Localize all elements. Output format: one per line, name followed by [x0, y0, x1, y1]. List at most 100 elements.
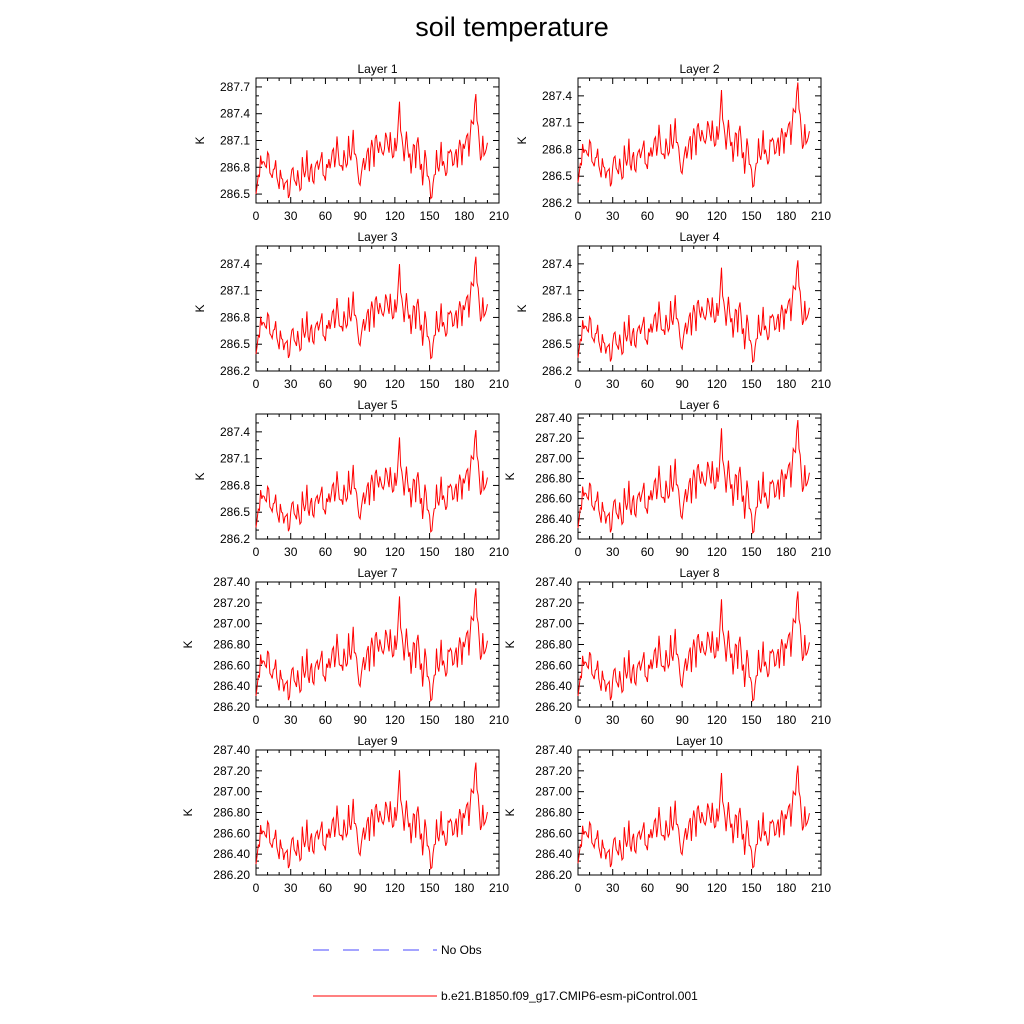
x-tick-label: 0 [575, 209, 582, 223]
y-tick-label: 287.20 [535, 764, 572, 778]
y-tick-label: 286.40 [213, 847, 250, 861]
series-line [577, 82, 810, 189]
y-tick-label: 286.20 [535, 868, 572, 882]
y-tick-label: 287.4 [220, 425, 250, 439]
x-tick-label: 60 [319, 545, 333, 559]
y-tick-label: 286.60 [213, 658, 250, 672]
y-axis-label: K [193, 304, 207, 312]
y-tick-label: 287.1 [220, 284, 250, 298]
x-tick-label: 60 [319, 209, 333, 223]
x-tick-label: 150 [420, 209, 440, 223]
y-tick-label: 286.60 [535, 492, 572, 506]
y-tick-label: 286.5 [220, 337, 250, 351]
x-tick-label: 60 [319, 377, 333, 391]
x-tick-label: 90 [353, 545, 367, 559]
panel-layer-2: Layer 2 0 30 60 90 120 150 180 210 286.2 286.5 286.… [515, 62, 831, 223]
y-tick-label: 287.40 [535, 575, 572, 589]
x-tick-label: 0 [575, 545, 582, 559]
y-tick-label: 286.2 [220, 532, 250, 546]
y-tick-label: 287.40 [213, 743, 250, 757]
x-tick-label: 150 [742, 545, 762, 559]
x-tick-label: 90 [675, 545, 689, 559]
x-tick-label: 150 [742, 881, 762, 895]
y-tick-label: 286.80 [535, 638, 572, 652]
panel-title: Layer 6 [679, 398, 719, 412]
x-tick-label: 0 [253, 713, 260, 727]
y-tick-label: 287.40 [213, 575, 250, 589]
y-tick-label: 286.5 [542, 337, 572, 351]
y-tick-label: 286.8 [220, 310, 250, 324]
y-tick-label: 286.40 [535, 679, 572, 693]
panel-layer-7: Layer 7 0 30 60 90 120 150 180 210 286.20 286.40 28… [181, 566, 509, 727]
y-tick-label: 286.60 [535, 826, 572, 840]
y-axis-label: K [503, 640, 517, 648]
x-tick-label: 150 [742, 713, 762, 727]
x-tick-label: 180 [776, 209, 796, 223]
series-line [255, 430, 488, 534]
panel-layer-10: Layer 10 0 30 60 90 120 150 180 210 286.20 286.40 2… [503, 734, 831, 895]
x-tick-label: 30 [284, 209, 298, 223]
x-tick-label: 180 [454, 209, 474, 223]
y-tick-label: 286.20 [535, 700, 572, 714]
y-tick-label: 286.8 [220, 478, 250, 492]
y-tick-label: 286.2 [220, 364, 250, 378]
x-tick-label: 60 [641, 713, 655, 727]
series-line [255, 762, 488, 870]
x-tick-label: 180 [454, 713, 474, 727]
y-tick-label: 287.4 [542, 89, 572, 103]
series-line [577, 419, 810, 535]
y-tick-label: 286.80 [213, 638, 250, 652]
y-tick-label: 286.60 [535, 658, 572, 672]
y-tick-label: 286.8 [542, 142, 572, 156]
y-tick-label: 287.20 [535, 596, 572, 610]
y-tick-label: 287.1 [220, 134, 250, 148]
x-tick-label: 60 [641, 545, 655, 559]
x-tick-label: 210 [811, 881, 831, 895]
panel-title: Layer 9 [357, 734, 397, 748]
x-tick-label: 60 [641, 377, 655, 391]
legend: No Obs b.e21.B1850.f09_g17.CMIP6-esm-piC… [313, 943, 698, 1003]
y-tick-label: 286.20 [213, 868, 250, 882]
x-tick-label: 30 [284, 545, 298, 559]
panel-title: Layer 10 [676, 734, 723, 748]
x-tick-label: 0 [253, 377, 260, 391]
series-line [255, 94, 488, 200]
x-tick-label: 180 [454, 377, 474, 391]
series-line [255, 256, 488, 360]
y-tick-label: 287.20 [213, 764, 250, 778]
x-tick-label: 120 [385, 209, 405, 223]
series-line [577, 260, 810, 364]
y-tick-label: 287.4 [220, 107, 250, 121]
panel-layer-4: Layer 4 0 30 60 90 120 150 180 210 286.2 286.5 286.… [515, 230, 831, 391]
x-tick-label: 150 [420, 713, 440, 727]
y-axis-label: K [193, 136, 207, 144]
x-tick-label: 210 [811, 377, 831, 391]
y-tick-label: 286.5 [220, 505, 250, 519]
y-tick-label: 286.80 [535, 472, 572, 486]
panel-title: Layer 8 [679, 566, 719, 580]
x-tick-label: 90 [353, 209, 367, 223]
x-tick-label: 180 [454, 881, 474, 895]
x-tick-label: 0 [253, 209, 260, 223]
panels-layer: Layer 10 30 60 90 120 150 180 210 286.5 286.8 287.… [181, 62, 831, 895]
x-tick-label: 0 [253, 881, 260, 895]
x-tick-label: 0 [253, 545, 260, 559]
x-tick-label: 150 [420, 881, 440, 895]
y-tick-label: 286.40 [535, 847, 572, 861]
x-tick-label: 30 [606, 881, 620, 895]
y-tick-label: 286.2 [542, 196, 572, 210]
y-tick-label: 286.40 [535, 512, 572, 526]
x-tick-label: 120 [385, 545, 405, 559]
y-tick-label: 286.80 [535, 806, 572, 820]
x-tick-label: 30 [284, 377, 298, 391]
x-tick-label: 0 [575, 713, 582, 727]
x-tick-label: 90 [675, 377, 689, 391]
series-line [577, 591, 810, 702]
x-tick-label: 210 [811, 545, 831, 559]
panel-title: Layer 7 [357, 566, 397, 580]
panel-layer-3: Layer 3 0 30 60 90 120 150 180 210 286.2 286.5 286.… [193, 230, 509, 391]
panel-title: Layer 2 [679, 62, 719, 76]
x-tick-label: 210 [811, 713, 831, 727]
y-tick-label: 287.4 [220, 257, 250, 271]
